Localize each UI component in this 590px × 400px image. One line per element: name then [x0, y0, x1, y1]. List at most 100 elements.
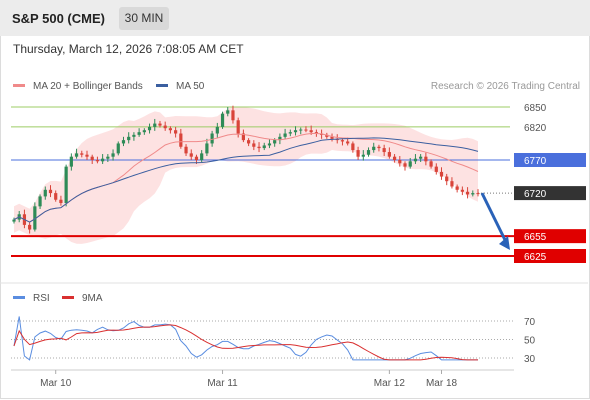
- candle-body: [127, 136, 131, 141]
- candle-body: [356, 150, 360, 157]
- candle-body: [121, 140, 126, 144]
- candle-body: [267, 143, 272, 146]
- candle-body: [54, 193, 58, 200]
- time-label: Mar 10: [40, 378, 72, 389]
- candle-body: [236, 120, 240, 134]
- candle-body: [304, 129, 308, 131]
- candle-body: [142, 130, 146, 133]
- candle-body: [273, 140, 277, 144]
- candles: [12, 105, 480, 234]
- candle-body: [101, 158, 105, 162]
- candle-body: [168, 128, 173, 131]
- candle-body: [346, 141, 350, 144]
- candle-body: [95, 160, 100, 162]
- bollinger-bands: [14, 106, 478, 244]
- candle-body: [392, 156, 397, 160]
- candle-body: [299, 129, 303, 131]
- candle-body: [90, 156, 94, 160]
- candle-body: [372, 146, 376, 151]
- candle-body: [64, 166, 68, 204]
- timeframe-button[interactable]: 30 MIN: [119, 7, 169, 30]
- candle-body: [314, 132, 318, 134]
- legend-rsi-swatch: [13, 295, 25, 299]
- legend-ma50-label: MA 50: [176, 81, 205, 92]
- candle-body: [403, 163, 407, 167]
- level-label-6850: 6850: [524, 103, 547, 114]
- candle-body: [106, 156, 110, 159]
- candle-body: [210, 133, 214, 144]
- rsi-tick-30: 30: [524, 354, 536, 365]
- candle-body: [179, 133, 183, 147]
- level-label-6720: 6720: [524, 189, 547, 200]
- legend-ma50: MA 50: [156, 81, 204, 92]
- candle-body: [288, 132, 292, 134]
- projection-arrow: [0, 192, 588, 284]
- candle-body: [200, 153, 204, 160]
- level-label-6655: 6655: [524, 232, 547, 243]
- time-label: Mar 18: [426, 378, 458, 389]
- legend-rsi-ma-label: 9MA: [82, 293, 103, 304]
- legend-ma50-swatch: [156, 83, 168, 87]
- level-label-6820: 6820: [524, 123, 547, 134]
- time-axis: Mar 10 Mar 11 Mar 12 Mar 18: [11, 369, 514, 389]
- candle-body: [220, 113, 225, 127]
- candle-body: [309, 130, 313, 133]
- candle-body: [351, 143, 355, 151]
- candle-body: [398, 160, 402, 164]
- candle-body: [340, 140, 345, 142]
- instrument-title: S&P 500 (CME): [12, 11, 105, 26]
- candle-body: [434, 166, 438, 172]
- candle-body: [445, 176, 449, 182]
- legend-rsi-ma-swatch: [62, 295, 74, 299]
- candle-body: [69, 156, 73, 167]
- candle-body: [361, 154, 365, 157]
- rsi-panel: 30 50 70: [11, 316, 536, 365]
- candle-body: [43, 189, 47, 197]
- candle-body: [471, 193, 475, 195]
- candle-body: [85, 154, 89, 157]
- candle-body: [137, 132, 141, 135]
- candle-body: [48, 189, 53, 194]
- credit-text: Research © 2026 Trading Central: [430, 81, 580, 92]
- projection-arrow-head: [499, 236, 510, 250]
- rsi-ma-line: [13, 324, 478, 361]
- legend-bollinger: MA 20 + Bollinger Bands: [13, 81, 143, 92]
- legend-rsi-ma: 9MA: [62, 293, 103, 304]
- bollinger-fill: [14, 106, 478, 244]
- candle-body: [283, 133, 287, 137]
- ma50-line: [13, 137, 479, 223]
- level-tag-6770: [514, 153, 586, 167]
- level-label-6770: 6770: [524, 156, 547, 167]
- timestamp: Thursday, March 12, 2026 7:08:05 AM CET: [13, 42, 244, 56]
- candle-body: [429, 161, 433, 167]
- legend-rsi-label: RSI: [33, 293, 50, 304]
- candle-body: [455, 186, 459, 190]
- price-tags: 6850 6820 6770 6720 6655 6625: [514, 103, 586, 263]
- candle-body: [231, 110, 235, 121]
- candle-body: [226, 110, 230, 114]
- level-tag-6720: [514, 186, 586, 201]
- candle-body: [293, 130, 298, 133]
- candle-body: [465, 191, 470, 195]
- candle-body: [325, 134, 329, 137]
- candle-body: [184, 146, 188, 154]
- candle-body: [439, 171, 444, 177]
- candle-body: [153, 123, 157, 127]
- candle-body: [382, 148, 386, 153]
- candle-body: [262, 145, 266, 149]
- rsi-line: [13, 316, 478, 361]
- candle-body: [59, 199, 63, 204]
- candle-body: [413, 158, 418, 162]
- candle-body: [247, 140, 251, 144]
- candle-body: [377, 146, 381, 149]
- candle-body: [241, 133, 245, 141]
- time-label: Mar 12: [374, 378, 406, 389]
- candle-body: [366, 150, 371, 155]
- candle-body: [38, 196, 42, 207]
- candle-body: [163, 125, 167, 129]
- candle-body: [257, 146, 261, 149]
- projection-arrow-shaft: [480, 192, 509, 245]
- candle-body: [194, 156, 199, 160]
- candle-body: [408, 161, 412, 167]
